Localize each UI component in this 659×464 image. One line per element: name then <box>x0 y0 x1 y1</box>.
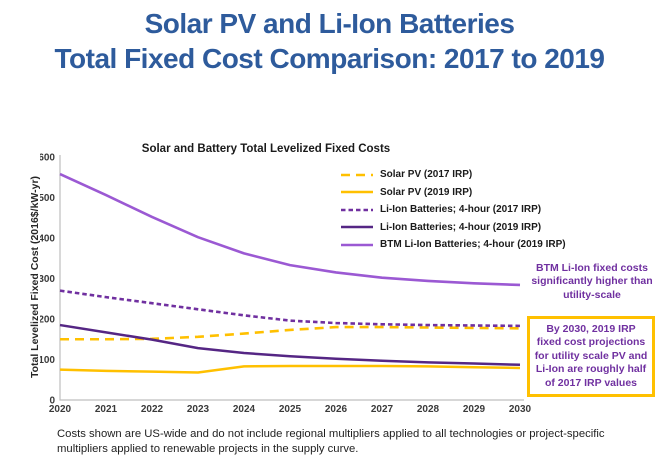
y-tick-label: 300 <box>40 274 55 285</box>
chart-legend: Solar PV (2017 IRP) Solar PV (2019 IRP) … <box>341 166 566 254</box>
slide-title-line1: Solar PV and Li-Ion Batteries <box>144 8 515 39</box>
legend-line-sample-icon <box>341 243 373 247</box>
legend-item-solar-pv-2017-irp: Solar PV (2017 IRP) <box>341 166 566 184</box>
legend-item-li-ion-2017-irp: Li-Ion Batteries; 4-hour (2017 IRP) <box>341 201 566 219</box>
y-tick-label: 500 <box>40 193 55 204</box>
x-tick-label: 2030 <box>509 404 532 415</box>
legend-line-sample-icon <box>341 208 373 212</box>
legend-label: Solar PV (2019 IRP) <box>380 186 473 198</box>
chart-title: Solar and Battery Total Levelized Fixed … <box>141 143 391 155</box>
chart-axes <box>59 155 524 401</box>
y-tick-label: 0 <box>49 396 55 407</box>
x-tick-label: 2027 <box>371 404 394 415</box>
series-line-solar-pv-2017-irp <box>60 325 521 341</box>
legend-item-li-ion-2019-irp: Li-Ion Batteries; 4-hour (2019 IRP) <box>341 219 566 237</box>
y-tick-label: 600 <box>40 153 55 164</box>
series-line-li-ion-batteries-4-hour-2017-irp <box>59 289 521 328</box>
y-tick-label: 100 <box>40 355 55 366</box>
x-tick-label: 2022 <box>141 404 164 415</box>
x-tick-label: 2021 <box>95 404 118 415</box>
x-tick-label: 2025 <box>279 404 302 415</box>
slide-title-line2: Total Fixed Cost Comparison: 2017 to 201… <box>54 43 605 74</box>
y-tick-label: 400 <box>40 234 55 245</box>
legend-line-sample-icon <box>341 173 373 177</box>
series-line-btm-li-ion-batteries-4-hour-2019-irp <box>59 172 521 287</box>
legend-item-btm-li-ion-2019-irp: BTM Li-Ion Batteries; 4-hour (2019 IRP) <box>341 236 566 254</box>
series-line-solar-pv-2019-irp <box>59 364 521 374</box>
annotation-btm-note: BTM Li-Ion fixed costs significantly hig… <box>531 262 653 301</box>
legend-label: BTM Li-Ion Batteries; 4-hour (2019 IRP) <box>380 239 566 251</box>
footnote: Costs shown are US-wide and do not inclu… <box>57 428 605 456</box>
x-tick-label: 2023 <box>187 404 210 415</box>
legend-line-sample-icon <box>341 225 373 229</box>
legend-line-sample-icon <box>341 190 373 194</box>
y-tick-label: 200 <box>40 315 55 326</box>
legend-label: Solar PV (2017 IRP) <box>380 169 473 181</box>
x-tick-label: 2028 <box>417 404 440 415</box>
legend-label: Li-Ion Batteries; 4-hour (2019 IRP) <box>380 221 542 233</box>
x-tick-label: 2020 <box>49 404 72 415</box>
x-tick-label: 2029 <box>463 404 486 415</box>
x-tick-label: 2024 <box>233 404 256 415</box>
annotation-irp-note: By 2030, 2019 IRP fixed cost projections… <box>527 316 655 398</box>
series-line-li-ion-batteries-4-hour-2019-irp <box>59 323 521 367</box>
chart-plot: 0 100 200 300 400 500 600 2020 2021 2022 2023 2024 2… <box>40 153 532 416</box>
legend-item-solar-pv-2019-irp: Solar PV (2019 IRP) <box>341 184 566 202</box>
x-tick-label: 2026 <box>325 404 348 415</box>
slide-title: Solar PV and Li-Ion Batteries Total Fixe… <box>0 6 659 76</box>
legend-label: Li-Ion Batteries; 4-hour (2017 IRP) <box>380 204 542 216</box>
